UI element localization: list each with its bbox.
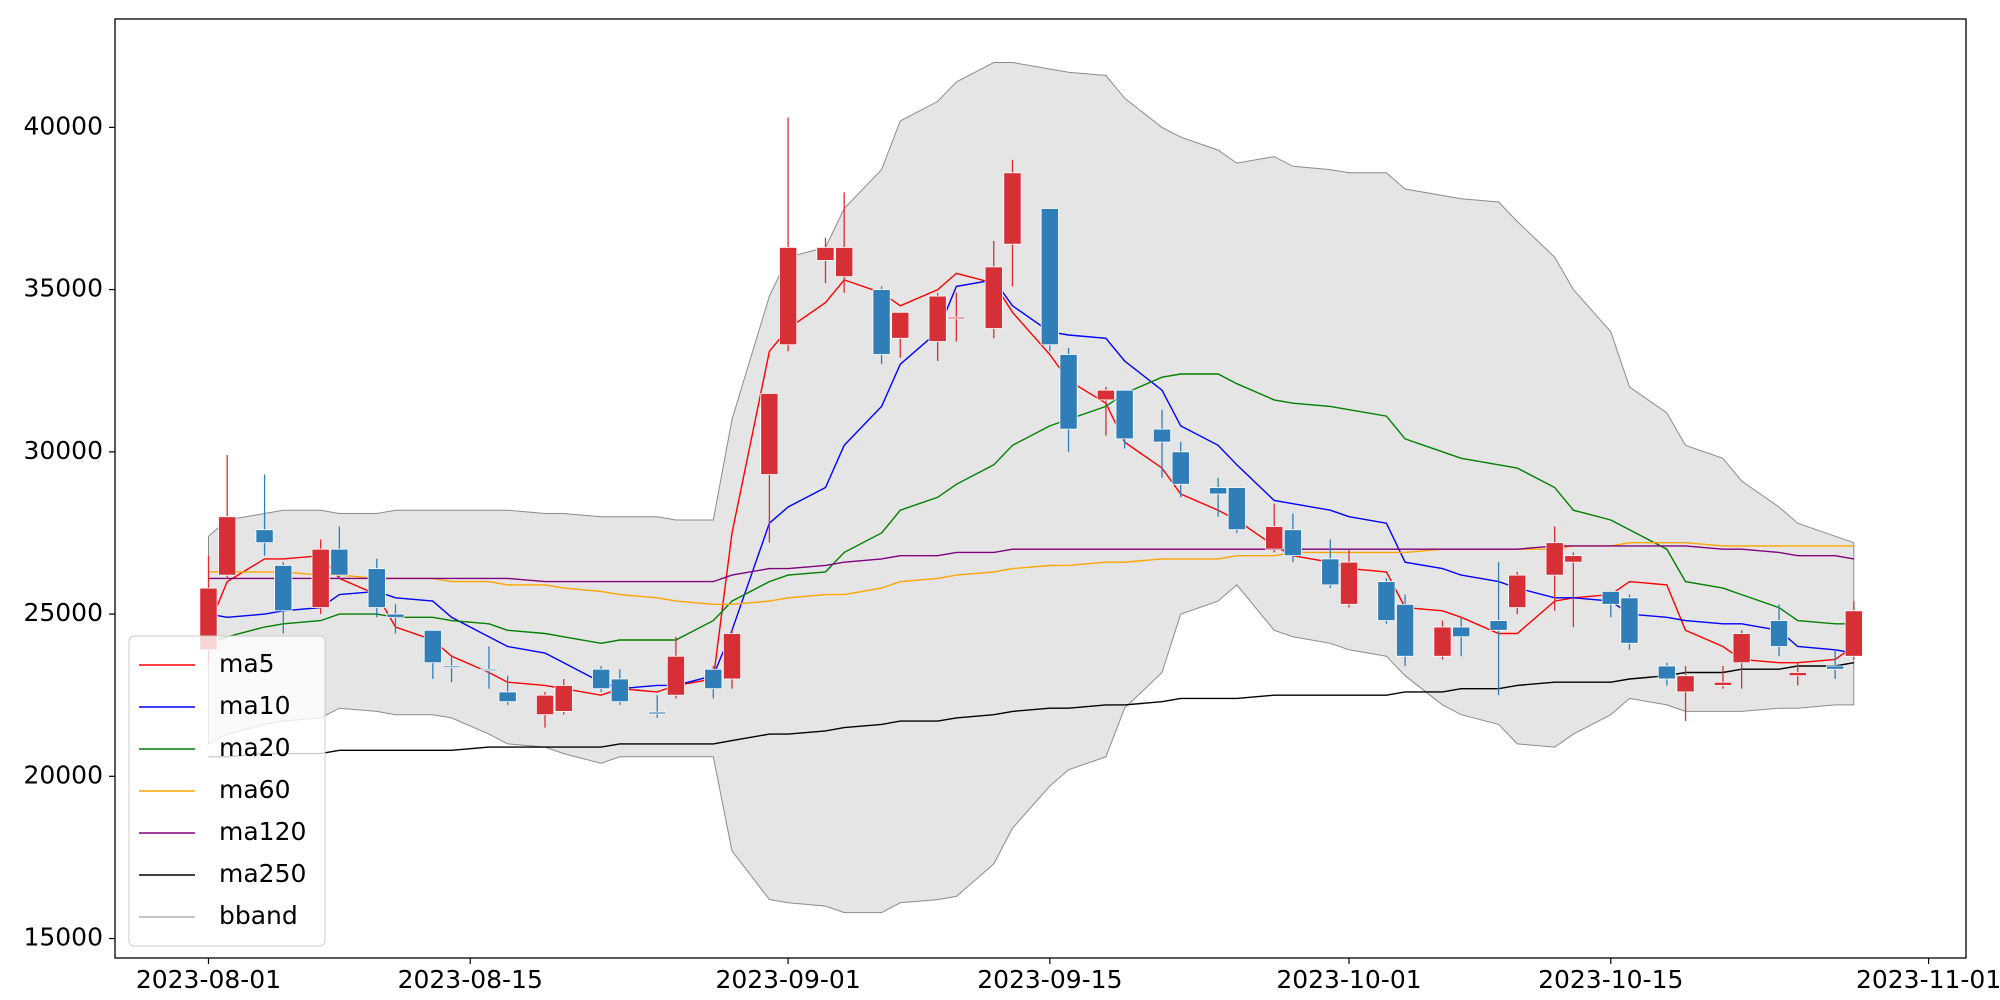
ma-line — [208, 373, 1854, 645]
candle-body — [891, 311, 910, 339]
legend-label: ma60 — [219, 775, 290, 804]
candle-body — [1601, 590, 1620, 605]
candle-body — [1096, 389, 1115, 401]
x-tick-label: 2023-10-15 — [1538, 965, 1683, 994]
candle-body — [1433, 626, 1452, 657]
candle-body — [928, 295, 947, 342]
candle-body — [1676, 675, 1695, 693]
candle-body — [1171, 451, 1190, 485]
candle-body — [1115, 389, 1134, 440]
candle-body — [984, 266, 1003, 329]
candle-body — [722, 633, 742, 680]
candle-body — [592, 668, 611, 690]
ma-line — [208, 545, 1854, 583]
candle-body — [779, 247, 798, 346]
candle-body — [1339, 561, 1359, 605]
ma-line — [208, 662, 1854, 758]
x-tick-label: 2023-10-01 — [1276, 965, 1421, 994]
candle-body — [610, 678, 629, 703]
y-tick-label: 35000 — [23, 274, 103, 303]
ma-line — [208, 279, 1854, 690]
candle-body — [1003, 172, 1022, 245]
candle-body — [311, 548, 330, 608]
candle-body — [498, 691, 517, 703]
candle-body — [872, 289, 891, 355]
candle-body — [1545, 542, 1564, 576]
y-tick-label: 40000 — [23, 111, 103, 140]
candle-body — [1396, 603, 1415, 657]
candle-body — [1059, 354, 1078, 430]
candle-body — [1788, 672, 1807, 677]
legend-label: bband — [219, 901, 298, 930]
line-layer — [207, 272, 1855, 758]
y-tick-label: 30000 — [23, 436, 103, 465]
candle-body — [330, 548, 349, 576]
candle-body — [274, 564, 293, 612]
candle-body — [1564, 555, 1583, 563]
candle-body — [1508, 574, 1527, 608]
x-tick-label: 2023-09-01 — [715, 965, 860, 994]
candle-body — [947, 316, 966, 320]
candle-body — [535, 694, 555, 716]
candle-body — [666, 655, 685, 696]
candle-body — [760, 393, 779, 475]
legend-box — [128, 635, 326, 947]
legend-label: ma250 — [219, 859, 306, 888]
candle-body — [1657, 665, 1676, 680]
candle-body — [386, 613, 405, 618]
candle-body — [1209, 487, 1228, 495]
candle-body — [367, 568, 386, 608]
candle-body — [1844, 610, 1863, 657]
candle-body — [1152, 428, 1172, 443]
candle-body — [1489, 620, 1508, 631]
candle-body — [442, 665, 461, 669]
candle-body — [479, 668, 498, 672]
candle-body — [648, 711, 667, 715]
candle-body — [1227, 487, 1246, 531]
candle-body — [255, 529, 274, 544]
candle-body — [835, 247, 854, 278]
candle-body — [1826, 665, 1845, 670]
x-tick-label: 2023-08-15 — [398, 965, 543, 994]
candle-layer — [199, 117, 1863, 728]
y-tick-label: 20000 — [23, 760, 103, 789]
candle-body — [1265, 526, 1284, 550]
band-layer — [208, 62, 1855, 914]
legend-label: ma10 — [219, 691, 290, 720]
candle-body — [1452, 626, 1471, 638]
candle-body — [1713, 681, 1732, 686]
x-tick-label: 2023-11-01 — [1856, 965, 2000, 994]
legend-label: ma5 — [219, 649, 275, 678]
candle-body — [1620, 597, 1639, 644]
legend-label: ma20 — [219, 733, 290, 762]
candle-body — [1769, 620, 1789, 647]
axis-layer: 15000 20000 25000 30000 35000 40000 2023-08-01… — [23, 18, 2000, 994]
candle-body — [554, 685, 573, 712]
candle-body — [1377, 581, 1396, 621]
candle-body — [1321, 558, 1340, 586]
candle-body — [816, 247, 835, 261]
candle-body — [1732, 633, 1751, 664]
y-tick-label: 15000 — [23, 923, 103, 952]
candle-body — [1283, 529, 1302, 557]
plot-frame — [114, 18, 1967, 959]
x-tick-label: 2023-09-15 — [977, 965, 1122, 994]
candle-body — [1040, 208, 1059, 346]
candle-body — [704, 668, 723, 690]
candle-body — [218, 516, 237, 576]
bband-area — [208, 62, 1855, 914]
x-tick-label: 2023-08-01 — [136, 965, 281, 994]
legend: ma5 ma10 ma20 ma60 ma120 ma250 bband — [128, 635, 326, 947]
candle-body — [423, 629, 442, 664]
legend-label: ma120 — [219, 817, 306, 846]
y-tick-label: 25000 — [23, 598, 103, 627]
